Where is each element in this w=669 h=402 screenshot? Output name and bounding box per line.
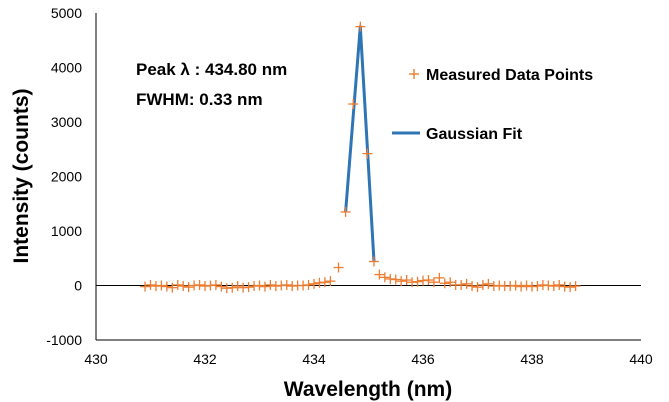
x-tick-labels: 430 432 434 436 438 440 [84, 351, 653, 367]
data-point [368, 256, 379, 267]
y-tick-label: 0 [74, 278, 82, 294]
data-point [445, 277, 456, 288]
y-tick-label: 2000 [51, 169, 82, 185]
data-point [483, 278, 494, 289]
data-point [532, 281, 543, 292]
data-point [412, 276, 423, 287]
data-point [172, 279, 183, 290]
data-point [379, 272, 390, 283]
data-point [183, 282, 194, 293]
y-tick-label: -1000 [46, 332, 82, 348]
data-point [325, 276, 336, 287]
y-tick-label: 1000 [51, 223, 82, 239]
data-point [265, 279, 276, 290]
data-point [434, 272, 445, 283]
x-axis-title: Wavelength (nm) [284, 378, 452, 401]
data-point [259, 281, 270, 292]
x-tick-label: 430 [84, 351, 108, 367]
data-point [477, 279, 488, 290]
data-point [396, 276, 407, 287]
data-point [554, 279, 565, 290]
data-point [333, 262, 344, 273]
data-point [309, 278, 319, 289]
chart-marks [140, 21, 581, 294]
data-point [570, 281, 581, 292]
data-point [456, 279, 467, 290]
data-point [467, 281, 478, 292]
data-point [423, 275, 434, 286]
data-point [521, 280, 532, 291]
data-point [243, 282, 254, 293]
data-point [145, 279, 156, 290]
x-tick-label: 438 [520, 351, 544, 367]
data-point [516, 281, 527, 292]
x-tick-label: 440 [629, 351, 653, 367]
legend-label-gaussian: Gaussian Fit [426, 126, 523, 143]
data-point [140, 281, 151, 292]
y-tick-label: 5000 [51, 5, 82, 21]
data-point [178, 281, 189, 292]
data-point [348, 99, 359, 110]
data-point [303, 279, 314, 290]
y-tick-label: 4000 [51, 60, 82, 76]
x-tick-label: 434 [302, 351, 326, 367]
data-point [355, 21, 366, 32]
data-point [281, 279, 292, 290]
data-point [472, 282, 483, 293]
data-point [461, 278, 472, 289]
data-point [227, 282, 238, 293]
data-point [439, 278, 450, 289]
data-point [340, 206, 351, 217]
data-point [510, 280, 521, 291]
data-point [232, 281, 243, 292]
y-tick-label: 3000 [51, 114, 82, 130]
y-axis-title: Intensity (counts) [10, 88, 33, 263]
data-point [362, 148, 373, 159]
legend: Measured Data Points Gaussian Fit [392, 67, 593, 143]
data-point [401, 275, 412, 286]
data-point [210, 279, 221, 290]
data-point [374, 269, 385, 280]
peak-annotation: Peak λ : 434.80 nm [136, 60, 287, 79]
data-point [161, 281, 172, 292]
gaussian-fit-line [344, 25, 376, 262]
y-tick-labels: -1000 0 1000 2000 3000 4000 5000 [46, 5, 82, 348]
data-point [167, 282, 178, 293]
data-point [428, 277, 439, 288]
data-point [565, 282, 576, 293]
data-point [254, 280, 265, 291]
fwhm-annotation: FWHM: 0.33 nm [136, 90, 263, 109]
x-tick-label: 432 [193, 351, 217, 367]
data-point [216, 281, 227, 292]
x-tick-label: 436 [411, 351, 435, 367]
data-point [548, 281, 559, 292]
data-point [319, 277, 330, 288]
data-point [156, 280, 167, 291]
legend-marker-measured [409, 69, 419, 79]
data-point [390, 274, 401, 285]
legend-label-measured: Measured Data Points [426, 67, 593, 84]
data-point [194, 279, 205, 290]
